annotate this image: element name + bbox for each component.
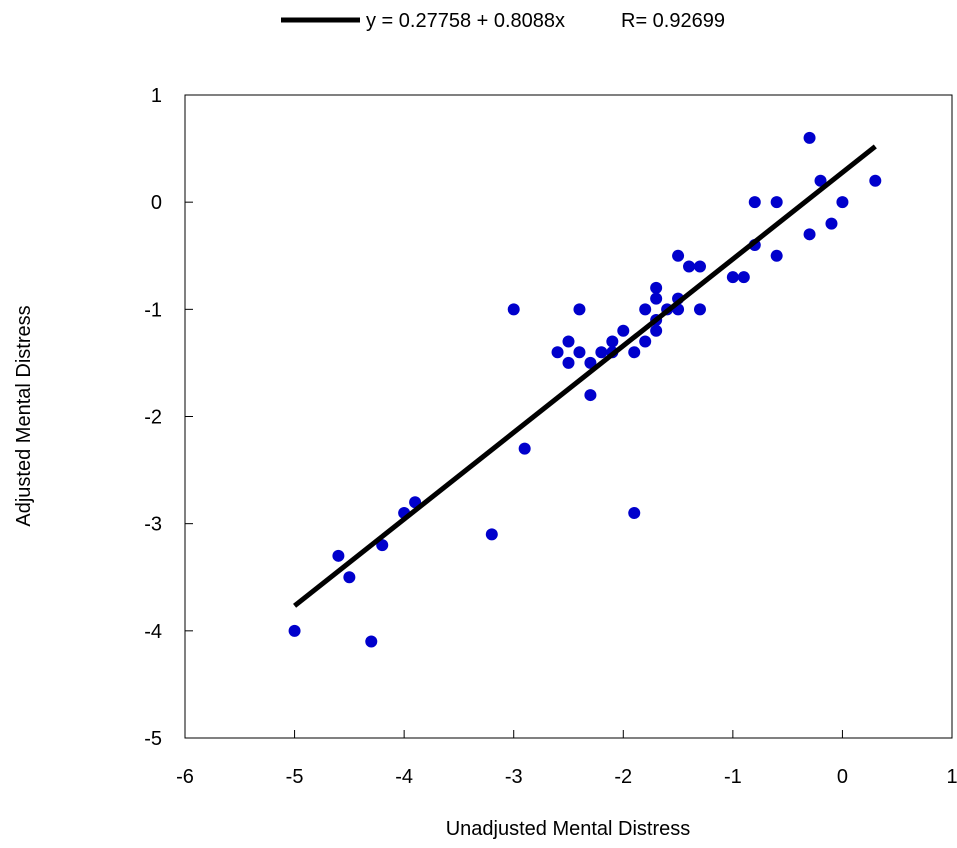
data-point <box>584 356 597 369</box>
legend-equation: y = 0.27758 + 0.8088x <box>366 10 565 32</box>
data-point <box>836 196 849 209</box>
data-point <box>726 271 739 284</box>
y-axis-ticks: 1 0 -1 -2 -3 -4 -5 <box>144 85 193 750</box>
data-point <box>672 249 685 262</box>
data-point <box>814 174 827 187</box>
y-tick-label: -5 <box>144 728 162 750</box>
data-point <box>573 303 586 316</box>
data-point <box>770 249 783 262</box>
data-point <box>606 335 619 348</box>
data-point <box>507 303 520 316</box>
data-point <box>551 346 564 359</box>
data-point <box>518 442 531 455</box>
y-tick-label: -4 <box>144 621 162 643</box>
data-point <box>628 506 641 519</box>
data-point <box>595 346 608 359</box>
data-point <box>628 346 641 359</box>
y-tick-label: 0 <box>151 192 162 214</box>
regression-fit-line <box>293 144 877 608</box>
data-point <box>650 292 663 305</box>
data-point <box>737 271 750 284</box>
data-point <box>803 131 816 144</box>
data-point <box>650 324 663 337</box>
data-point <box>748 196 761 209</box>
legend-r-value: R= 0.92699 <box>621 10 725 32</box>
x-tick-label: -4 <box>395 766 413 788</box>
plot-area-frame <box>184 94 953 739</box>
data-point <box>365 635 378 648</box>
x-tick-label: -6 <box>176 766 194 788</box>
x-tick-label: -3 <box>505 766 523 788</box>
y-tick-label: -2 <box>144 407 162 429</box>
data-point <box>683 260 696 273</box>
data-point <box>584 389 597 402</box>
x-axis-ticks: -6 -5 -4 -3 -2 -1 0 1 <box>176 730 957 788</box>
data-point <box>573 346 586 359</box>
x-tick-label: 0 <box>837 766 848 788</box>
x-tick-label: 1 <box>946 766 957 788</box>
data-point <box>869 174 882 187</box>
data-point <box>639 335 652 348</box>
x-tick-label: -5 <box>286 766 304 788</box>
x-tick-label: -1 <box>724 766 742 788</box>
data-point <box>562 356 575 369</box>
data-point <box>693 303 706 316</box>
y-tick-label: -3 <box>144 514 162 536</box>
x-axis-title: Unadjusted Mental Distress <box>446 818 691 840</box>
data-point <box>617 324 630 337</box>
data-point <box>485 528 498 541</box>
data-point <box>693 260 706 273</box>
data-point <box>376 539 389 552</box>
data-point <box>288 624 301 637</box>
data-point <box>639 303 652 316</box>
y-axis-title: Adjusted Mental Distress <box>13 305 35 526</box>
data-point <box>803 228 816 241</box>
data-point <box>770 196 783 209</box>
y-tick-label: -1 <box>144 299 162 321</box>
data-point <box>825 217 838 230</box>
y-tick-label: 1 <box>151 85 162 107</box>
data-point <box>343 571 356 584</box>
fit-line-group <box>293 144 877 608</box>
data-point <box>562 335 575 348</box>
data-point <box>332 549 345 562</box>
data-point <box>650 281 663 294</box>
x-tick-label: -2 <box>614 766 632 788</box>
